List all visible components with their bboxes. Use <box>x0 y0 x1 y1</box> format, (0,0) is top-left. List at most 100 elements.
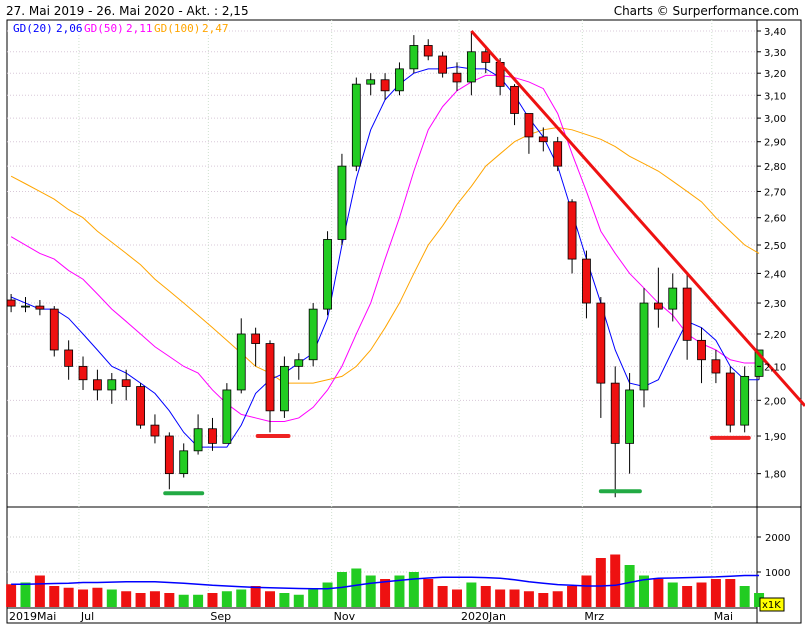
candle-up <box>639 302 649 391</box>
volume-bar <box>322 582 333 607</box>
candle-down <box>423 45 433 57</box>
candle-up <box>308 308 318 361</box>
chart-frame <box>6 19 802 624</box>
candle-up <box>21 305 30 308</box>
volume-bar <box>509 589 520 607</box>
price-tick-label: 3,10 <box>764 91 786 102</box>
volume-bar <box>193 594 204 607</box>
volume-bar <box>380 579 391 607</box>
volume-bar <box>63 587 74 607</box>
price-tick-label: 2,60 <box>764 214 786 225</box>
volume-bar <box>34 575 45 607</box>
gd50-line <box>10 74 760 423</box>
volume-bar <box>595 558 606 607</box>
candle-down <box>538 136 548 143</box>
volume-bar <box>336 572 347 607</box>
candle-down <box>6 299 16 307</box>
annotations <box>163 30 805 496</box>
volume-bar <box>638 575 649 607</box>
volume-bar <box>221 591 232 607</box>
candle-up <box>323 239 332 310</box>
time-tick-label: Mai <box>714 610 733 623</box>
time-tick-label: 2020Jan <box>461 610 506 623</box>
volume-bar <box>667 582 678 607</box>
candle-down <box>682 287 692 341</box>
candle-down <box>596 302 606 384</box>
axes: 1,80 1,90 2,00 2,10 2,20 2,30 2,40 2,50 2,60 2,70… <box>9 27 790 623</box>
price-tick-label: 3,20 <box>764 69 786 80</box>
candle-down <box>150 424 160 437</box>
volume-bar <box>552 591 563 607</box>
grid <box>7 20 757 607</box>
candle-down <box>78 365 88 381</box>
volume-average-line <box>11 574 760 590</box>
time-tick-label: Jul <box>80 610 94 623</box>
candle-up <box>236 333 246 391</box>
volume-bar <box>682 586 693 607</box>
volume-bar <box>624 565 635 607</box>
resistance-trendline <box>470 30 805 407</box>
volume-bar <box>466 582 477 607</box>
volume-tick-label: 1000 <box>765 568 790 579</box>
volume-bar <box>308 589 319 607</box>
volume-bar <box>78 589 89 607</box>
volume-bar <box>423 579 434 607</box>
candle-up <box>222 389 232 444</box>
candle-down <box>725 372 735 426</box>
volume-bar <box>236 589 247 607</box>
volume-bar <box>696 582 707 607</box>
volume-bar <box>408 572 419 607</box>
candle-down <box>93 379 102 391</box>
volume-bar <box>538 593 549 607</box>
volume-bar <box>495 589 506 607</box>
price-tick-label: 1,90 <box>764 432 786 443</box>
legend-gd50-label: GD(50) <box>84 22 124 35</box>
candle-up <box>409 45 419 70</box>
time-tick-label: 2019Mai <box>9 610 56 623</box>
legend-bg <box>9 21 229 35</box>
chart-credit: Charts © Surperformance.com <box>613 4 799 18</box>
volume-bar <box>20 582 31 607</box>
volume-bar <box>452 589 462 607</box>
candles <box>6 31 764 498</box>
candle-down <box>481 51 491 63</box>
candle-up <box>366 79 376 85</box>
volume-bar <box>437 586 448 607</box>
volume-bar <box>49 586 60 607</box>
volume-bar <box>279 593 290 607</box>
candle-up <box>179 450 189 475</box>
candle-up <box>294 359 304 367</box>
candle-down <box>121 379 131 387</box>
volume-bar <box>351 568 362 607</box>
price-tick-label: 2,40 <box>764 269 786 280</box>
candle-up <box>466 51 476 83</box>
candle-down <box>711 359 721 374</box>
volume-unit-label: x1K <box>762 600 781 611</box>
candle-down <box>567 201 577 260</box>
candle-up <box>395 68 404 92</box>
volume-bar <box>365 575 376 607</box>
candle-up <box>279 365 289 412</box>
candle-down <box>164 435 174 475</box>
volume-bar <box>265 591 276 607</box>
volume-bar <box>92 587 103 607</box>
candle-up <box>740 375 750 426</box>
time-tick-label: Sep <box>210 610 231 623</box>
volume-bar <box>121 591 132 607</box>
candle-down <box>610 382 620 444</box>
volume-bar <box>567 586 578 607</box>
price-tick-label: 3,00 <box>764 114 786 125</box>
candle-down <box>136 386 145 426</box>
volume-bar <box>178 594 189 607</box>
volume-bar <box>480 586 491 607</box>
price-tick-label: 3,30 <box>764 48 786 59</box>
candle-down <box>452 72 462 83</box>
price-tick-label: 2,10 <box>764 362 786 373</box>
volume-bar <box>149 591 160 607</box>
legend-gd100-value: 2,47 <box>202 22 229 35</box>
chart-title: 27. Mai 2019 - 26. Mai 2020 - Akt. : 2,1… <box>6 4 249 18</box>
candle-down <box>653 302 663 310</box>
price-tick-label: 3,40 <box>764 27 786 38</box>
price-tick-label: 2,20 <box>764 330 786 341</box>
